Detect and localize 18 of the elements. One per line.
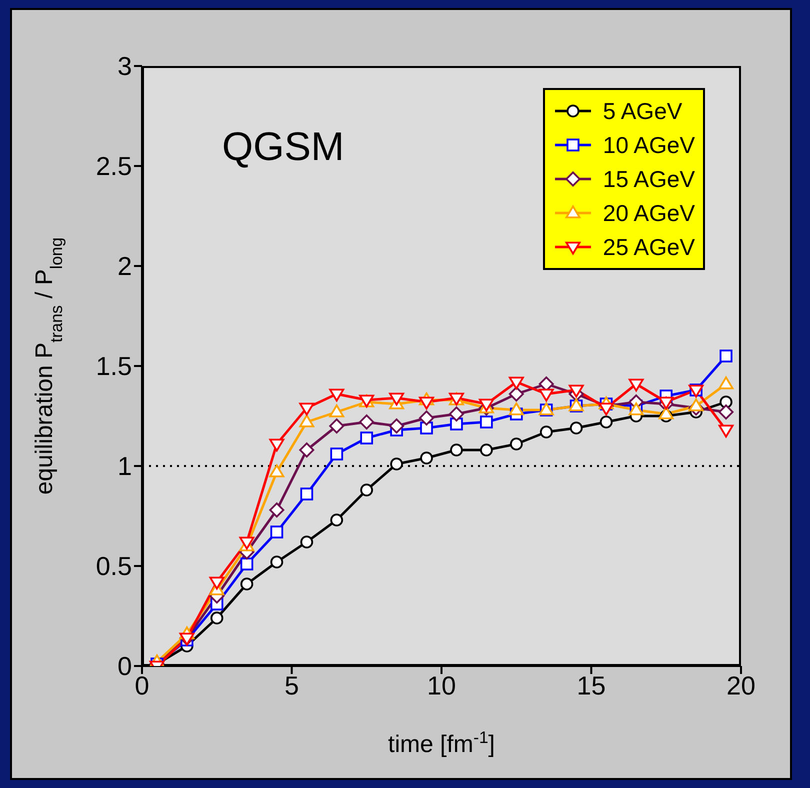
legend-label: 20 AGeV <box>602 200 695 226</box>
y-tick-label: 0.5 <box>96 551 132 582</box>
y-tick-label: 3 <box>118 51 132 82</box>
x-axis-title: time [fm$^{-1}$] <box>388 728 495 758</box>
x-tick-label: 15 <box>576 670 606 700</box>
y-tick-label: 0 <box>118 651 132 682</box>
annotation: QGSM <box>222 125 344 169</box>
y-tick-label: 2 <box>118 251 132 282</box>
y-tick-label: 1.5 <box>96 351 132 382</box>
legend-label: 10 AGeV <box>602 132 695 158</box>
y-tick-label: 2.5 <box>96 151 132 182</box>
x-tick-label: 5 <box>284 670 299 700</box>
legend-label: 15 AGeV <box>602 166 695 192</box>
legend-label: 5 AGeV <box>602 98 682 124</box>
legend-label: 25 AGeV <box>602 234 695 260</box>
y-tick-label: 1 <box>118 451 132 482</box>
x-tick-label: 20 <box>726 670 756 700</box>
x-tick-label: 10 <box>427 670 456 700</box>
